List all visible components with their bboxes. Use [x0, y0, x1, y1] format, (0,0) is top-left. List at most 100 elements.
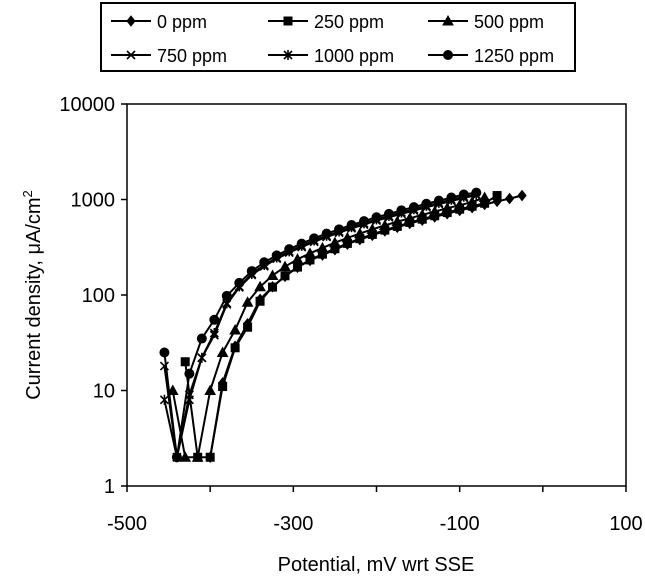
data-point [492, 191, 502, 201]
data-point [354, 227, 366, 239]
data-point [458, 189, 469, 200]
data-point [159, 394, 169, 405]
data-point [453, 199, 466, 210]
legend-item: 250 ppm [268, 12, 384, 32]
y-tick-label: 10000 [59, 94, 115, 116]
data-point [284, 244, 295, 255]
y-tick-label: 1000 [71, 190, 116, 212]
y-tick-label: 10 [93, 381, 115, 403]
data-point [204, 384, 217, 395]
data-point [179, 451, 192, 462]
legend-label: 0 ppm [157, 12, 207, 32]
data-point [243, 322, 253, 332]
legend-marker [283, 16, 293, 26]
data-point [279, 260, 291, 272]
legend-label: 1000 ppm [314, 46, 394, 66]
data-point [209, 328, 219, 339]
data-point [341, 231, 354, 243]
data-point [197, 352, 207, 363]
data-point [334, 224, 345, 235]
y-tick-label: 100 [82, 285, 115, 307]
data-point [359, 216, 370, 227]
legend-label: 250 ppm [314, 12, 384, 32]
x-tick-label: -100 [440, 513, 480, 535]
data-point [229, 323, 241, 335]
legend-item: 1250 ppm [428, 46, 554, 66]
data-point [296, 238, 307, 249]
data-point [234, 277, 245, 288]
data-point [271, 250, 282, 261]
data-point [316, 241, 329, 253]
legend-label: 500 ppm [474, 12, 544, 32]
data-point [403, 212, 416, 223]
data-point [230, 343, 240, 353]
data-point [441, 202, 454, 213]
data-point [266, 269, 279, 281]
data-point [280, 271, 290, 281]
data-point [329, 236, 341, 248]
data-point [517, 189, 527, 202]
data-point [466, 196, 478, 207]
series-layer [159, 187, 527, 464]
data-point [218, 382, 228, 392]
plot-area [126, 103, 627, 487]
data-point [428, 205, 441, 217]
legend-marker [283, 50, 293, 60]
data-point [292, 262, 302, 272]
data-point [209, 314, 220, 325]
data-point [254, 280, 266, 292]
data-point [246, 266, 257, 277]
legend-label: 1250 ppm [474, 46, 554, 66]
data-point [180, 357, 190, 367]
data-point [304, 247, 316, 258]
series-5 [159, 187, 482, 463]
data-point [291, 253, 304, 264]
data-point [159, 347, 170, 358]
data-point [421, 198, 432, 209]
data-point [383, 208, 394, 219]
legend: 0 ppm 250 ppm 500 ppm 750 ppm 1000 ppm 1250 p… [100, 2, 576, 72]
data-point [268, 282, 278, 292]
data-point [471, 187, 482, 198]
data-point [446, 192, 457, 203]
legend-box [100, 2, 576, 72]
y-tick-label: 1 [104, 476, 115, 498]
x-tick-label: -500 [107, 513, 147, 535]
legend-marker [126, 15, 136, 27]
y-axis-label-text: Current density, μA/cm [23, 197, 45, 399]
data-point [408, 202, 419, 213]
data-point [433, 195, 444, 206]
data-point [321, 228, 332, 239]
data-point [391, 215, 404, 227]
data-point [416, 208, 429, 220]
x-tick-label: -300 [273, 513, 313, 535]
legend-item: 500 ppm [428, 12, 544, 32]
data-point [366, 223, 379, 234]
x-axis-label: Potential, mV wrt SSE [278, 554, 475, 576]
legend-item: 0 ppm [111, 12, 207, 32]
data-point [259, 257, 270, 268]
legend-item: 750 ppm [111, 46, 227, 66]
x-axis: -500 -300 -100 100 [107, 486, 643, 535]
data-point [184, 368, 195, 379]
y-axis: 1 10 100 1000 10000 [59, 94, 127, 498]
data-point [396, 205, 407, 216]
data-point [205, 452, 215, 462]
legend-label: 750 ppm [157, 46, 227, 66]
data-point [371, 212, 382, 223]
data-point [221, 290, 232, 301]
legend-marker [126, 50, 136, 60]
data-point [478, 191, 491, 202]
data-point [166, 384, 179, 395]
y-axis-label-superscript: 2 [20, 190, 35, 197]
data-point [216, 346, 229, 357]
data-point [196, 333, 207, 344]
x-tick-label: 100 [609, 513, 642, 535]
data-point [309, 233, 320, 244]
data-point [255, 296, 265, 306]
data-point [346, 219, 357, 230]
legend-item: 1000 ppm [268, 46, 394, 66]
legend-marker [442, 14, 454, 26]
data-point [191, 451, 204, 462]
